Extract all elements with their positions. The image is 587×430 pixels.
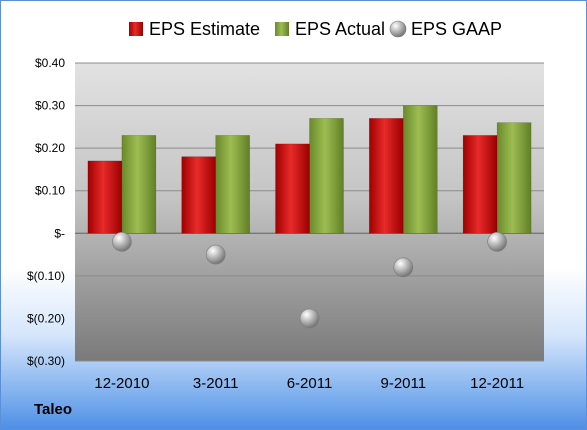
y-axis: $0.40 $0.30 $0.20 $0.10 $- $(0.10) $(0.20) $(0.…	[27, 56, 65, 368]
y-tick-label: $-	[54, 226, 65, 240]
y-tick-label: $0.20	[35, 141, 65, 155]
y-tick-label: $(0.30)	[27, 354, 65, 368]
marker-eps-gaap-12-2011	[487, 232, 507, 252]
legend-label-eps-estimate: EPS Estimate	[149, 19, 260, 39]
legend-label-eps-actual: EPS Actual	[295, 19, 385, 39]
x-tick-label: 6-2011	[287, 375, 333, 392]
legend-swatch-eps-estimate	[129, 22, 143, 36]
marker-eps-gaap-12-2010	[112, 232, 132, 252]
x-tick-label: 12-2011	[470, 375, 524, 392]
y-tick-label: $0.30	[35, 99, 65, 113]
company-name: Taleo	[34, 401, 73, 418]
x-tick-label: 9-2011	[381, 375, 427, 392]
legend: EPS Estimate EPS Actual EPS GAAP	[129, 19, 502, 39]
x-tick-label: 12-2010	[94, 375, 149, 392]
marker-eps-gaap-6-2011	[299, 308, 320, 329]
y-tick-label: $(0.10)	[27, 269, 65, 283]
bar-eps-actual-3-2011	[215, 135, 250, 234]
bar-eps-estimate-3-2011	[181, 156, 216, 234]
legend-label-eps-gaap: EPS GAAP	[411, 19, 502, 39]
x-axis: 12-2010 3-2011 6-2011 9-2011 12-2011	[94, 375, 524, 392]
gaap-markers	[112, 232, 507, 329]
y-tick-label: $0.40	[35, 56, 65, 70]
marker-eps-gaap-3-2011	[205, 244, 226, 265]
bar-eps-estimate-6-2011	[275, 143, 310, 234]
legend-swatch-eps-actual	[275, 22, 289, 36]
bar-eps-actual-6-2011	[309, 118, 344, 234]
bar-eps-estimate-12-2011	[462, 135, 498, 234]
bar-eps-actual-12-2011	[496, 122, 532, 234]
x-tick-label: 3-2011	[193, 375, 239, 392]
bars	[87, 105, 532, 234]
bar-eps-estimate-12-2010	[87, 160, 123, 234]
bar-eps-actual-12-2010	[121, 135, 157, 234]
bar-eps-estimate-9-2011	[369, 118, 404, 234]
y-tick-label: $0.10	[35, 184, 65, 198]
marker-eps-gaap-9-2011	[393, 257, 414, 278]
y-tick-label: $(0.20)	[27, 311, 65, 325]
bar-eps-actual-9-2011	[403, 105, 438, 234]
legend-swatch-eps-gaap	[389, 20, 407, 38]
